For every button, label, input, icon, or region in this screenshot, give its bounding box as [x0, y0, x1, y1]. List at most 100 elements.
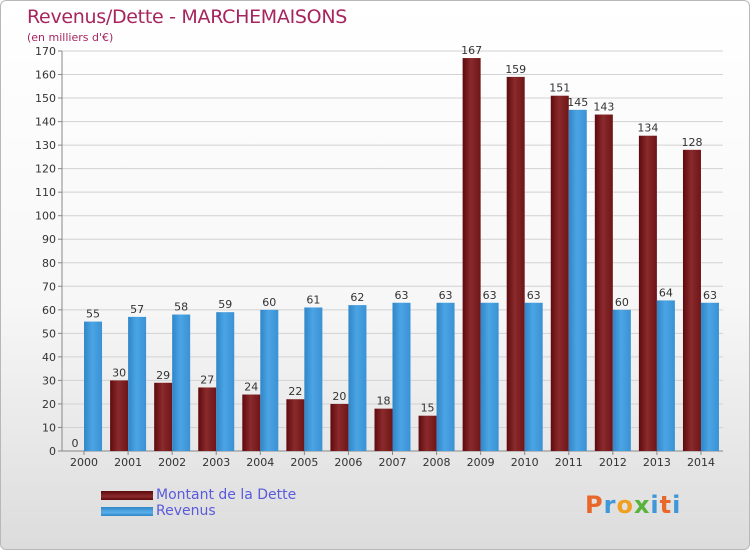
- y-tick-label: 100: [35, 210, 56, 223]
- y-tick-label: 40: [42, 351, 56, 364]
- data-label-revenue-2013: 64: [659, 286, 673, 299]
- data-label-revenue-2007: 63: [395, 289, 409, 302]
- data-label-debt-2008: 15: [421, 402, 435, 415]
- logo-letter: t: [659, 491, 673, 519]
- data-label-revenue-2005: 61: [306, 293, 320, 306]
- bar-revenue-2000: [84, 321, 103, 451]
- bar-revenue-2011: [568, 109, 587, 451]
- bar-debt-2009: [462, 58, 481, 451]
- legend-swatch-revenue: [101, 507, 153, 516]
- bar-revenue-2006: [348, 305, 367, 451]
- y-tick-label: 50: [42, 327, 56, 340]
- y-tick-label: 90: [42, 233, 56, 246]
- data-label-revenue-2003: 59: [218, 298, 232, 311]
- bar-revenue-2005: [304, 307, 323, 451]
- bar-revenue-2014: [700, 302, 719, 451]
- x-tick-label-2003: 2003: [202, 456, 230, 469]
- bar-revenue-2004: [260, 309, 279, 451]
- bar-debt-2013: [638, 135, 657, 452]
- data-label-debt-2012: 143: [593, 101, 614, 114]
- bar-debt-2003: [198, 387, 217, 451]
- bar-revenue-2003: [216, 312, 235, 451]
- data-label-revenue-2001: 57: [130, 303, 144, 316]
- x-tick-label-2006: 2006: [334, 456, 362, 469]
- data-label-debt-2010: 159: [505, 63, 526, 76]
- bar-debt-2005: [286, 399, 305, 451]
- y-tick-label: 70: [42, 280, 56, 293]
- y-tick-label: 20: [42, 398, 56, 411]
- bar-revenue-2007: [392, 302, 411, 451]
- bar-revenue-2010: [524, 302, 543, 451]
- data-label-revenue-2009: 63: [483, 289, 497, 302]
- data-label-revenue-2000: 55: [86, 308, 100, 321]
- legend-label-revenue: Revenus: [156, 503, 216, 519]
- data-label-debt-2011: 151: [549, 82, 570, 95]
- logo-letter: P: [585, 491, 604, 519]
- chart-subtitle: (en milliers d'€): [27, 31, 114, 44]
- data-label-debt-2009: 167: [461, 44, 482, 57]
- proxiti-logo: Proxiti: [585, 491, 681, 519]
- bar-debt-2012: [594, 114, 613, 451]
- logo-letter: x: [633, 491, 651, 519]
- data-label-debt-2005: 22: [288, 385, 302, 398]
- y-tick-label: 150: [35, 92, 56, 105]
- x-tick-label-2014: 2014: [687, 456, 715, 469]
- x-tick-label-2005: 2005: [290, 456, 318, 469]
- data-label-debt-2001: 30: [112, 366, 126, 379]
- data-label-debt-2006: 20: [332, 390, 346, 403]
- bar-debt-2011: [550, 95, 569, 452]
- bar-debt-2006: [330, 403, 349, 451]
- logo-letter: o: [616, 491, 634, 519]
- bar-debt-2002: [154, 382, 173, 451]
- bar-debt-2010: [506, 76, 525, 451]
- bar-debt-2014: [682, 149, 701, 451]
- x-tick-label-2002: 2002: [158, 456, 186, 469]
- y-tick-label: 130: [35, 139, 56, 152]
- bar-debt-2008: [418, 415, 437, 451]
- legend-label-debt: Montant de la Dette: [156, 487, 297, 503]
- logo-letter: r: [603, 491, 617, 519]
- y-tick-label: 160: [35, 69, 56, 82]
- data-label-debt-2013: 134: [637, 122, 658, 135]
- data-label-debt-2003: 27: [200, 373, 214, 386]
- y-tick-label: 80: [42, 257, 56, 270]
- y-tick-label: 140: [35, 116, 56, 129]
- logo-letter: i: [672, 491, 682, 519]
- x-tick-label-2000: 2000: [70, 456, 98, 469]
- x-tick-label-2010: 2010: [511, 456, 539, 469]
- data-label-revenue-2014: 63: [703, 289, 717, 302]
- bar-debt-2001: [110, 380, 129, 451]
- data-label-revenue-2011: 145: [567, 96, 588, 109]
- logo-letter: i: [650, 491, 660, 519]
- data-label-revenue-2004: 60: [262, 296, 276, 309]
- bar-revenue-2012: [612, 309, 631, 451]
- data-label-revenue-2008: 63: [439, 289, 453, 302]
- data-label-debt-2000: 0: [72, 437, 79, 450]
- data-label-revenue-2010: 63: [527, 289, 541, 302]
- data-label-debt-2014: 128: [681, 136, 702, 149]
- y-tick-label: 120: [35, 163, 56, 176]
- data-label-debt-2007: 18: [377, 395, 391, 408]
- bar-revenue-2009: [480, 302, 499, 451]
- x-tick-label-2001: 2001: [114, 456, 142, 469]
- x-tick-label-2007: 2007: [379, 456, 407, 469]
- data-label-debt-2002: 29: [156, 369, 170, 382]
- bar-debt-2004: [242, 394, 261, 451]
- data-label-revenue-2002: 58: [174, 301, 188, 314]
- y-tick-label: 30: [42, 374, 56, 387]
- bar-revenue-2013: [656, 300, 675, 451]
- x-tick-label-2009: 2009: [467, 456, 495, 469]
- y-tick-label: 60: [42, 304, 56, 317]
- x-tick-label-2011: 2011: [555, 456, 583, 469]
- chart-title: Revenus/Dette - MARCHEMAISONS: [27, 6, 347, 28]
- x-tick-label-2012: 2012: [599, 456, 627, 469]
- x-tick-label-2013: 2013: [643, 456, 671, 469]
- bar-revenue-2001: [128, 316, 147, 451]
- bar-revenue-2002: [172, 314, 191, 451]
- data-label-debt-2004: 24: [244, 381, 258, 394]
- bar-debt-2007: [374, 408, 393, 451]
- y-tick-label: 170: [35, 45, 56, 58]
- legend-swatch-debt: [101, 491, 153, 500]
